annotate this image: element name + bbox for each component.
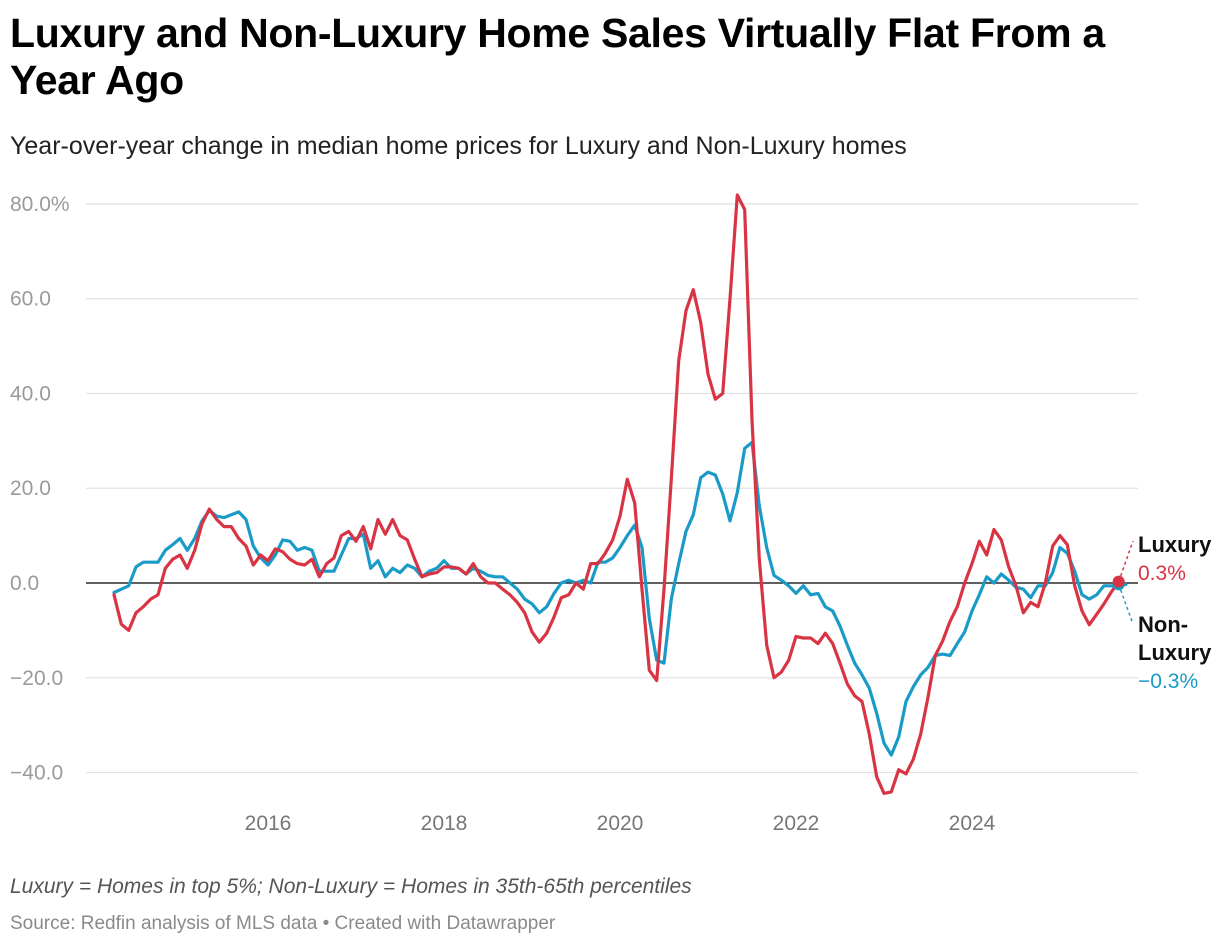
y-tick-label: 0.0 — [10, 572, 39, 595]
x-tick-label: 2018 — [421, 812, 468, 835]
gridlines — [86, 203, 1138, 774]
end-labels: Luxury 0.3% Non- Luxury −0.3% — [1138, 532, 1212, 693]
y-tick-label: 40.0 — [10, 382, 51, 405]
chart-source: Source: Redfin analysis of MLS data • Cr… — [10, 913, 556, 934]
y-axis-ticks: 80.0% 60.0 40.0 20.0 0.0 −20.0 −40.0 — [10, 193, 70, 785]
nonluxury-line — [112, 440, 1128, 757]
nonluxury-leader-line — [1117, 584, 1134, 625]
x-tick-label: 2022 — [773, 812, 820, 835]
x-axis-ticks: 2016 2018 2020 2022 2024 — [245, 812, 996, 835]
luxury-end-point — [1112, 575, 1125, 588]
series-lines — [112, 193, 1134, 796]
nonluxury-label-name-2: Luxury — [1138, 640, 1212, 665]
x-tick-label: 2024 — [949, 812, 996, 835]
chart-note: Luxury = Homes in top 5%; Non-Luxury = H… — [10, 875, 692, 898]
x-tick-label: 2020 — [597, 812, 644, 835]
nonluxury-label-name-1: Non- — [1138, 612, 1188, 637]
chart-subtitle: Year-over-year change in median home pri… — [10, 132, 907, 160]
y-tick-label: −40.0 — [10, 762, 63, 785]
y-tick-label: 60.0 — [10, 288, 51, 311]
y-tick-label: −20.0 — [10, 667, 63, 690]
luxury-label-name: Luxury — [1138, 532, 1212, 557]
y-tick-label: 20.0 — [10, 477, 51, 500]
x-tick-label: 2016 — [245, 812, 292, 835]
y-tick-label: 80.0% — [10, 193, 70, 216]
luxury-leader-line — [1117, 540, 1134, 582]
chart-title: Luxury and Non-Luxury Home Sales Virtual… — [10, 10, 1105, 103]
luxury-label-value: 0.3% — [1138, 562, 1186, 585]
luxury-line — [112, 193, 1121, 796]
nonluxury-label-value: −0.3% — [1138, 670, 1198, 693]
